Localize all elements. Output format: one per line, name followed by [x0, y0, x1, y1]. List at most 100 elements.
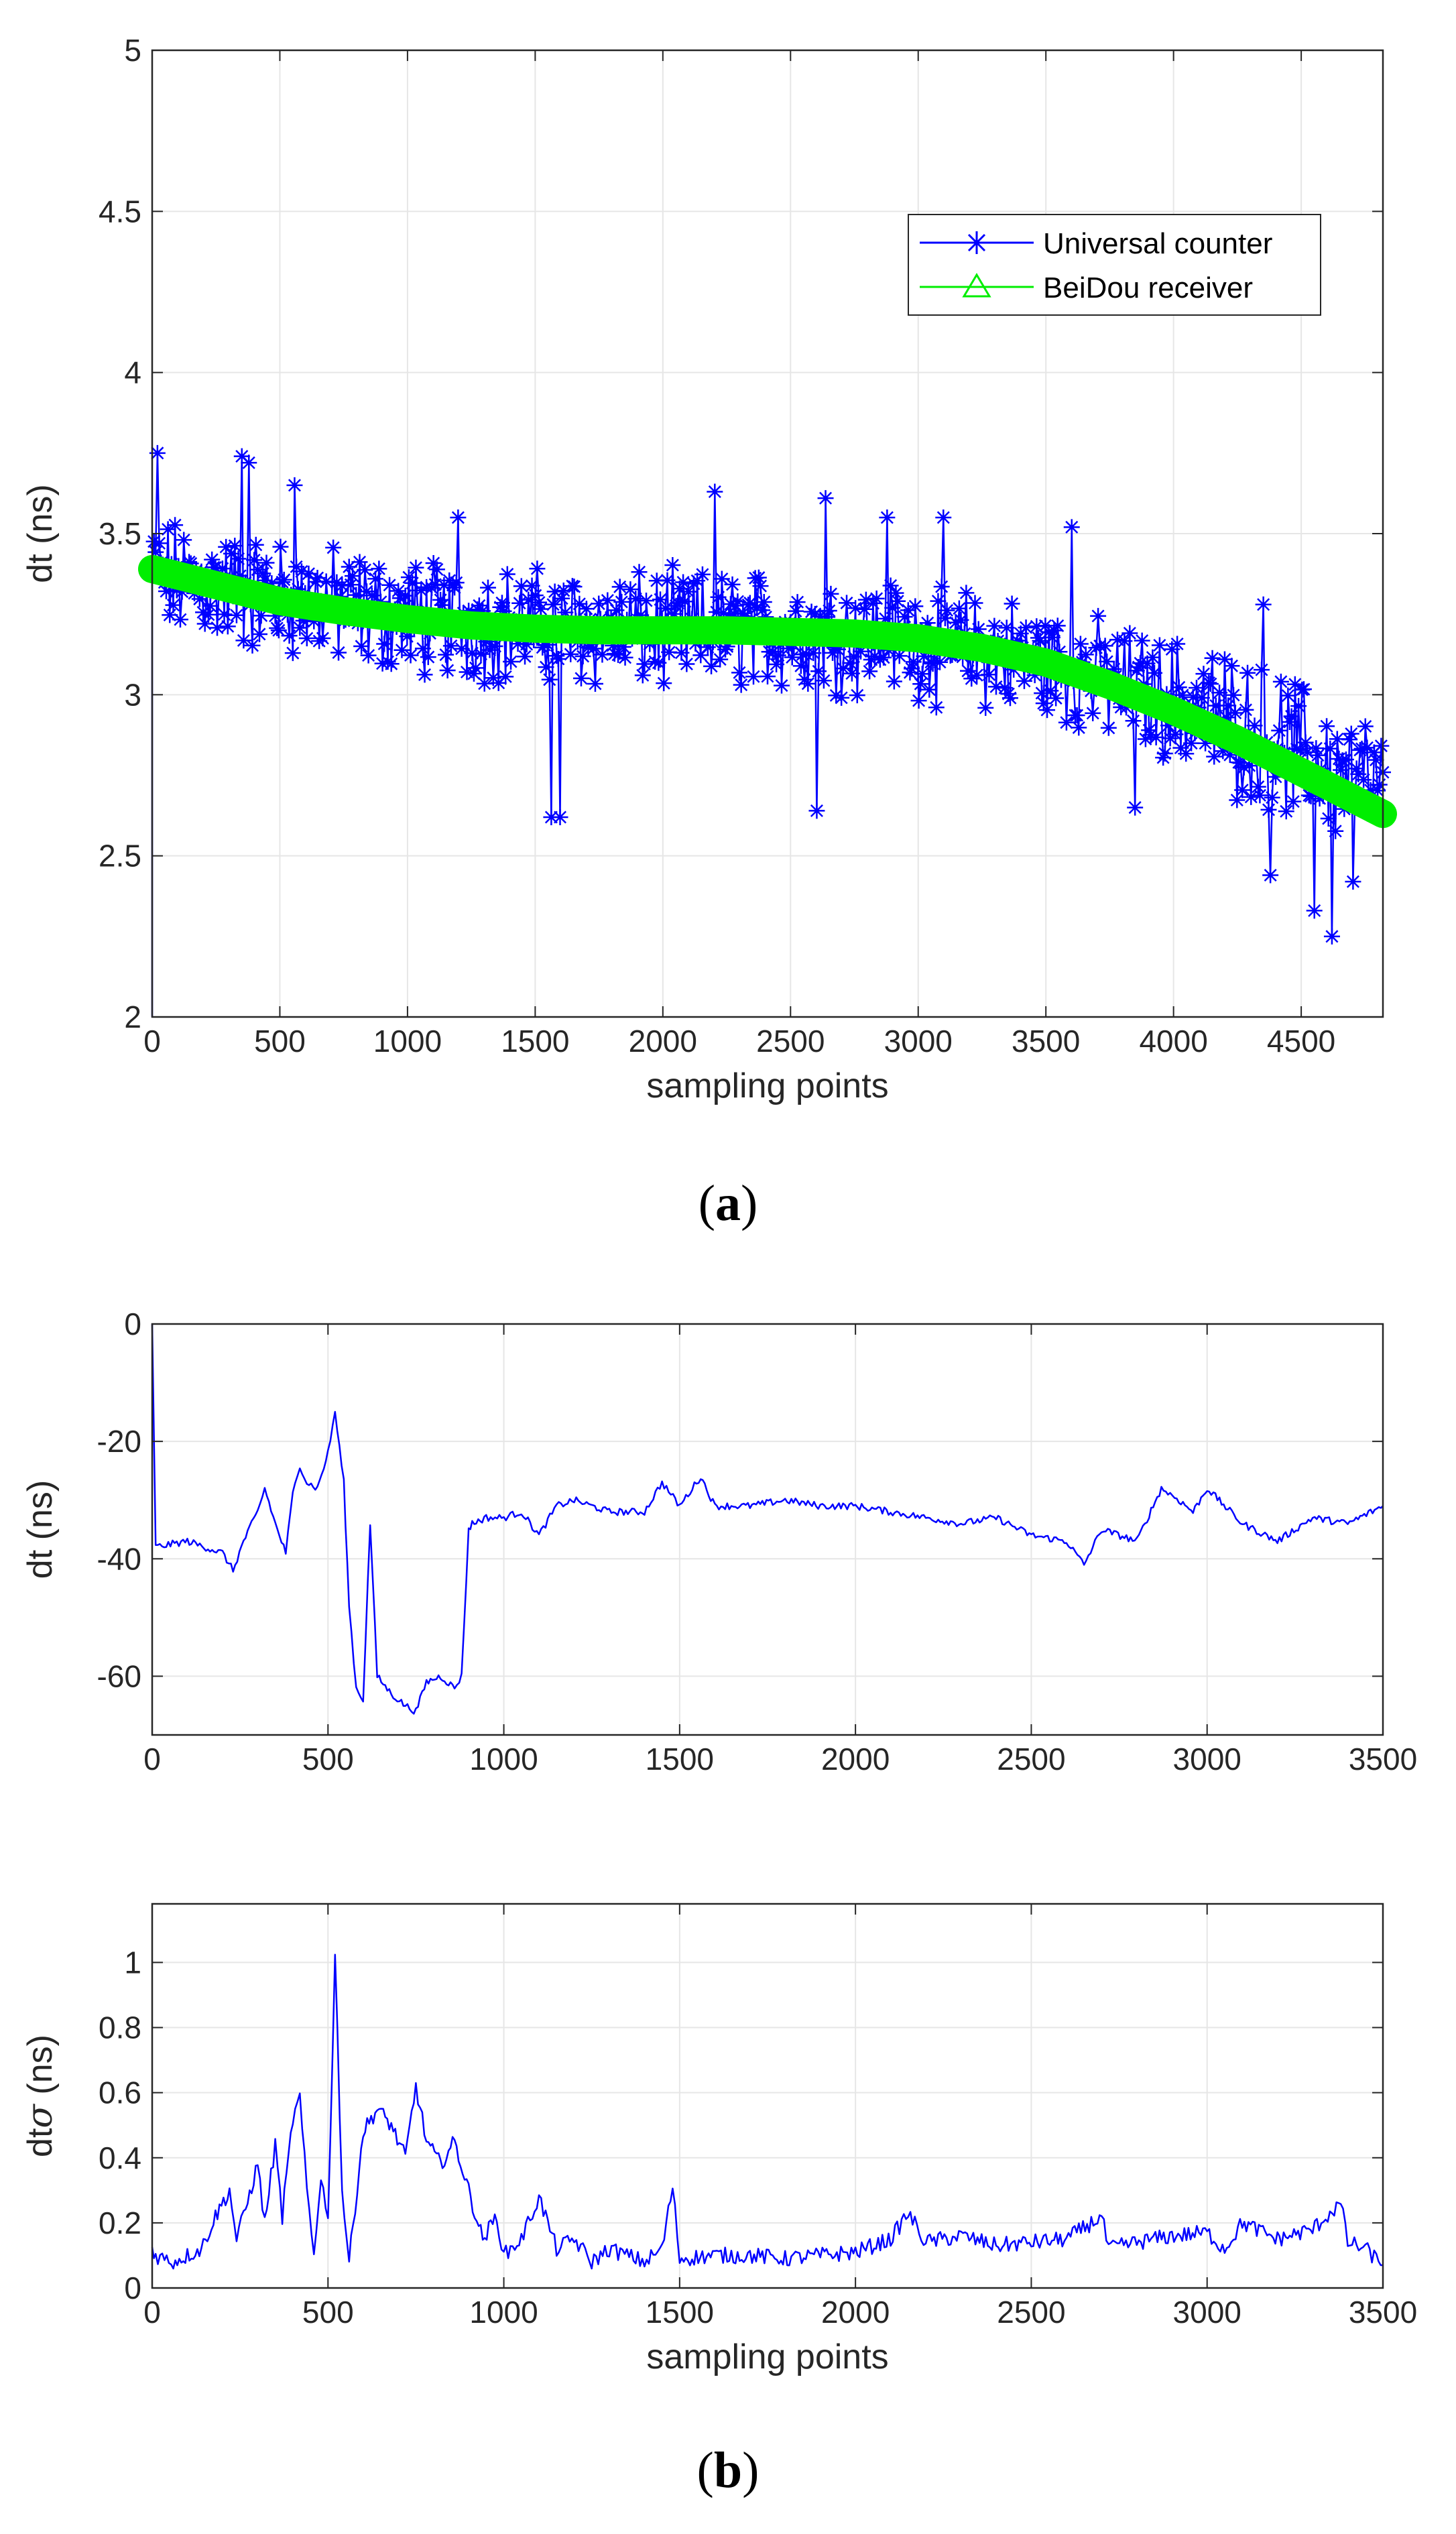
universal-counter-point	[555, 582, 572, 599]
universal-counter-point	[1134, 632, 1150, 649]
beidou-receiver-point	[1352, 792, 1372, 810]
beidou-receiver-point	[1204, 718, 1224, 737]
universal-counter-point	[1359, 739, 1376, 756]
universal-counter-point	[712, 651, 729, 668]
universal-counter-point	[493, 595, 510, 611]
universal-counter-point	[328, 574, 345, 591]
c-frame	[151, 1903, 1384, 2289]
series-beidou-receiver-markers	[142, 558, 1393, 821]
panel-label-b: (b)	[697, 2442, 760, 2498]
beidou-receiver-point	[1332, 782, 1352, 800]
universal-counter-point	[798, 646, 814, 662]
universal-counter-point	[745, 668, 762, 685]
universal-counter-point	[847, 600, 864, 617]
universal-counter-point	[1221, 747, 1238, 764]
universal-counter-point	[1229, 792, 1246, 808]
universal-counter-point	[987, 678, 1004, 695]
beidou-receiver-point	[1065, 662, 1085, 680]
universal-counter-point	[518, 636, 535, 653]
universal-counter-point	[627, 591, 644, 607]
universal-counter-point	[938, 602, 955, 619]
a-ytick-label: 4	[124, 355, 141, 390]
universal-counter-point	[1297, 734, 1314, 751]
universal-counter-point	[442, 638, 459, 654]
universal-counter-point	[286, 477, 303, 493]
universal-counter-point	[958, 585, 975, 601]
beidou-receiver-point	[1096, 672, 1116, 691]
universal-counter-point	[427, 576, 444, 593]
beidou-receiver-point	[988, 641, 1008, 659]
beidou-receiver-point	[1307, 769, 1327, 787]
a-xlabel: sampling points	[646, 1067, 888, 1105]
universal-counter-point	[1322, 740, 1339, 757]
universal-counter-point	[933, 579, 950, 595]
universal-counter-point	[1327, 823, 1344, 839]
legend-marker-asterisk-icon	[965, 231, 988, 254]
universal-counter-point	[1069, 707, 1085, 723]
universal-counter-point	[241, 455, 257, 471]
universal-counter-point	[727, 597, 744, 614]
universal-counter-point	[935, 509, 952, 526]
legend-marker-triangle-icon	[962, 273, 991, 298]
series-dt-sigma-line	[151, 1953, 1383, 2270]
universal-counter-point	[1142, 727, 1159, 743]
universal-counter-point	[1239, 664, 1256, 681]
universal-counter-point	[223, 545, 240, 562]
universal-counter-point	[879, 509, 896, 526]
universal-counter-point	[754, 602, 771, 619]
universal-counter-point	[520, 591, 537, 608]
universal-counter-point	[145, 533, 162, 550]
universal-counter-point	[1320, 810, 1337, 827]
a-xtick-label: 4500	[1267, 1024, 1335, 1059]
beidou-receiver-point	[1132, 687, 1152, 705]
beidou-receiver-point	[1127, 685, 1147, 703]
universal-counter-point	[1218, 709, 1235, 726]
universal-counter-point	[661, 644, 678, 660]
universal-counter-point	[441, 572, 458, 589]
universal-counter-point	[866, 648, 883, 665]
beidou-receiver-point	[1357, 795, 1378, 813]
universal-counter-point	[1039, 702, 1056, 719]
universal-counter-point	[1246, 717, 1263, 734]
universal-counter-point	[789, 594, 806, 611]
universal-counter-point	[1206, 748, 1223, 765]
universal-counter-point	[932, 654, 949, 670]
beidou-receiver-point	[1199, 715, 1219, 734]
universal-counter-point	[562, 646, 579, 662]
universal-counter-point	[1018, 619, 1034, 636]
universal-counter-point	[381, 577, 398, 593]
beidou-receiver-point	[1276, 753, 1296, 772]
universal-counter-point	[453, 640, 470, 657]
universal-counter-point	[256, 572, 273, 589]
universal-counter-point	[868, 590, 885, 607]
universal-counter-point	[292, 619, 308, 636]
universal-counter-point	[605, 638, 621, 654]
universal-counter-point	[886, 673, 902, 690]
universal-counter-point	[272, 538, 289, 555]
beidou-receiver-point	[1342, 787, 1362, 806]
beidou-receiver-point	[1209, 720, 1229, 739]
a-ytick-label: 2	[124, 1000, 141, 1034]
b-ytick-label: -60	[97, 1658, 141, 1693]
beidou-receiver-point	[1265, 747, 1285, 766]
beidou-receiver-point	[1050, 656, 1070, 675]
universal-counter-point	[650, 654, 667, 671]
universal-counter-point	[432, 591, 449, 608]
universal-counter-point	[379, 654, 396, 670]
universal-counter-point	[969, 667, 985, 684]
universal-counter-point	[916, 648, 932, 664]
beidou-receiver-point	[973, 637, 993, 656]
universal-counter-point	[246, 552, 263, 568]
beidou-receiver-point	[1229, 729, 1250, 748]
c-plot-area	[152, 1904, 1383, 2288]
universal-counter-point	[792, 658, 809, 674]
universal-counter-point	[1290, 698, 1307, 715]
beidou-receiver-point	[1137, 689, 1157, 707]
universal-counter-point	[244, 637, 261, 654]
universal-counter-point	[1116, 633, 1133, 650]
universal-counter-point	[1046, 622, 1063, 639]
universal-counter-point	[402, 647, 419, 664]
universal-counter-point	[195, 604, 212, 621]
universal-counter-point	[459, 664, 475, 680]
beidou-receiver-point	[1321, 776, 1342, 795]
